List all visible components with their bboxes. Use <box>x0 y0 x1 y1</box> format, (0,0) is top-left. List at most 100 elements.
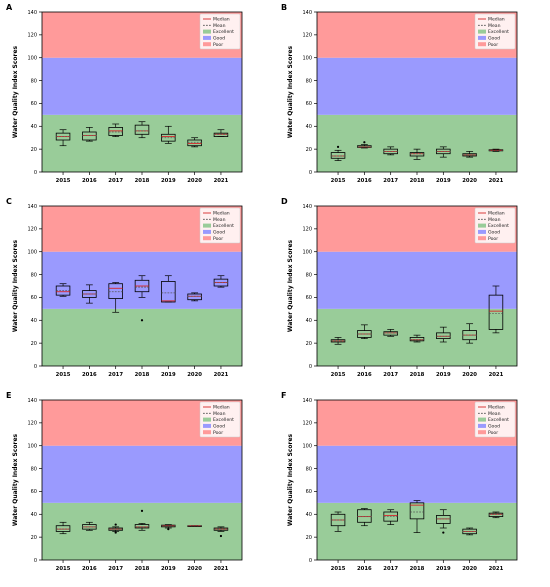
x-tick-label: 2020 <box>187 566 202 572</box>
iqr-box <box>409 502 425 520</box>
legend-label: Mean <box>213 411 226 417</box>
band-good <box>317 57 517 115</box>
box-2018 <box>409 500 425 533</box>
box-2016 <box>357 141 372 149</box>
box-2019 <box>161 275 176 303</box>
iqr-box <box>55 525 71 532</box>
outlier-point <box>219 534 223 538</box>
legend-label: Poor <box>488 42 498 48</box>
box-2017 <box>108 123 123 137</box>
legend-swatch-poor <box>478 236 486 241</box>
x-tick-label: 2019 <box>436 566 451 572</box>
panel-label: E <box>6 391 11 400</box>
iqr-box <box>436 332 451 339</box>
y-tick-label: 20 <box>31 147 37 153</box>
box-2020 <box>187 137 202 148</box>
box-2018 <box>134 121 150 139</box>
legend-box <box>474 207 516 244</box>
box-2016 <box>357 508 372 527</box>
panel-label: D <box>281 197 288 206</box>
legend-label: Poor <box>213 430 223 436</box>
legend-label: Excellent <box>488 417 509 423</box>
box-2020 <box>187 292 202 302</box>
x-tick-label: 2018 <box>410 566 425 572</box>
legend-swatch-excellent <box>203 223 211 228</box>
box-2021 <box>488 148 504 152</box>
iqr-box <box>187 293 202 301</box>
panel-e: E 0 20 40 60 80 100 120 140 Water Quality Index S… <box>6 391 243 572</box>
y-tick-label: 0 <box>309 558 312 564</box>
legend-swatch-poor <box>478 42 486 47</box>
box-2018 <box>409 334 425 343</box>
iqr-box <box>436 515 451 524</box>
x-tick-label: 2017 <box>383 372 398 378</box>
outlier-point <box>336 145 340 148</box>
x-tick-label: 2018 <box>135 566 150 572</box>
x-tick-label: 2019 <box>161 372 176 378</box>
legend-swatch-good <box>203 35 211 40</box>
outlier-point <box>140 319 144 322</box>
band-good <box>317 445 517 503</box>
box-2020 <box>462 527 477 536</box>
box-2019 <box>161 125 176 144</box>
box-2015 <box>330 337 346 345</box>
y-tick-label: 100 <box>302 56 312 62</box>
legend-swatch-poor <box>203 430 211 435</box>
box-2018 <box>134 509 150 531</box>
band-good <box>42 445 242 503</box>
panel-d: D 0 20 40 60 80 100 120 140 Water Quality Index S… <box>281 197 518 378</box>
box-2015 <box>330 511 346 532</box>
legend-swatch-poor <box>203 42 211 47</box>
x-tick-label: 2020 <box>462 178 477 184</box>
box-2016 <box>82 521 97 531</box>
box-2015 <box>55 283 71 297</box>
panel-label: A <box>6 3 13 12</box>
legend-label: Excellent <box>213 417 234 423</box>
legend-label: Median <box>213 211 230 217</box>
y-tick-label: 60 <box>306 101 312 107</box>
x-tick-label: 2017 <box>383 178 398 184</box>
legend-swatch-excellent <box>203 29 211 34</box>
legend-label: Median <box>213 17 230 23</box>
y-tick-label: 60 <box>31 295 37 301</box>
outlier-point <box>114 523 117 526</box>
box-2018 <box>409 148 425 160</box>
y-tick-label: 20 <box>306 341 312 347</box>
legend-swatch-good <box>478 423 486 428</box>
iqr-box <box>409 152 425 157</box>
legend-label: Mean <box>488 217 501 223</box>
iqr-box <box>134 124 150 135</box>
x-tick-label: 2017 <box>108 178 123 184</box>
y-tick-label: 40 <box>306 318 312 324</box>
y-tick-label: 80 <box>31 466 37 472</box>
x-tick-label: 2020 <box>462 372 477 378</box>
x-tick-label: 2021 <box>489 566 504 572</box>
y-tick-label: 80 <box>306 466 312 472</box>
y-axis-label: Water Quality Index Scores <box>12 45 19 138</box>
y-tick-label: 80 <box>306 272 312 278</box>
x-tick-label: 2019 <box>436 178 451 184</box>
x-tick-label: 2020 <box>462 566 477 572</box>
y-tick-label: 60 <box>31 101 37 107</box>
legend-label: Poor <box>488 430 498 436</box>
legend-swatch-excellent <box>478 223 486 228</box>
legend-label: Poor <box>213 236 223 242</box>
outlier-point <box>442 531 445 534</box>
legend-box <box>199 207 241 244</box>
y-tick-label: 140 <box>302 204 312 210</box>
outlier-point <box>140 509 144 512</box>
x-tick-label: 2018 <box>410 372 425 378</box>
x-tick-label: 2016 <box>357 372 372 378</box>
x-tick-label: 2018 <box>135 178 150 184</box>
box-2021 <box>213 129 229 137</box>
legend-label: Excellent <box>213 223 234 229</box>
x-tick-label: 2020 <box>187 178 202 184</box>
legend-label: Mean <box>213 217 226 223</box>
iqr-box <box>108 283 123 299</box>
iqr-box <box>187 139 202 147</box>
box-2021 <box>213 526 229 538</box>
panel-label: B <box>281 3 287 12</box>
